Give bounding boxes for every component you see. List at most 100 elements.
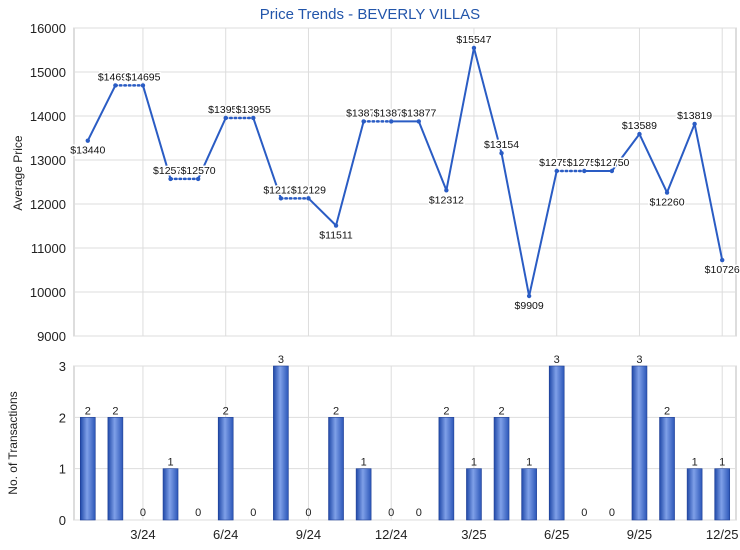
x-tick-label: 12/24 bbox=[375, 527, 408, 542]
price-data-label: $13955 bbox=[236, 104, 271, 116]
transaction-count-label: 3 bbox=[278, 354, 284, 366]
transactions-y-tick-label: 2 bbox=[59, 410, 66, 425]
price-data-label: $14695 bbox=[98, 71, 133, 83]
transactions-y-tick-label: 1 bbox=[59, 462, 66, 477]
price-data-label: $12312 bbox=[429, 194, 464, 206]
transaction-bar bbox=[79, 417, 96, 521]
transaction-count-label: 2 bbox=[498, 405, 504, 417]
price-data-label: $10726 bbox=[705, 264, 740, 276]
price-y-tick-label: 12000 bbox=[30, 197, 66, 212]
transaction-count-label: 0 bbox=[388, 507, 394, 519]
transaction-bar bbox=[273, 365, 289, 521]
price-point bbox=[140, 83, 146, 88]
transaction-count-label: 3 bbox=[554, 354, 560, 366]
price-data-label: $12750 bbox=[539, 157, 574, 169]
price-line-segment bbox=[335, 120, 365, 227]
price-point bbox=[554, 168, 559, 174]
price-line-segment bbox=[141, 84, 172, 180]
price-data-label: $12750 bbox=[567, 157, 602, 169]
transaction-count-label: 1 bbox=[361, 457, 367, 469]
price-data-label: $15547 bbox=[456, 34, 491, 46]
price-data-label: $9909 bbox=[515, 300, 544, 312]
x-tick-label: 12/25 bbox=[706, 527, 739, 542]
transaction-bar bbox=[631, 365, 648, 521]
transaction-bar bbox=[466, 468, 482, 521]
price-y-tick-label: 15000 bbox=[30, 65, 66, 80]
transaction-count-label: 2 bbox=[443, 405, 449, 417]
transaction-count-label: 2 bbox=[664, 405, 670, 417]
x-tick-label: 6/25 bbox=[544, 527, 569, 542]
price-data-label: $12129 bbox=[263, 184, 298, 196]
transaction-count-label: 2 bbox=[333, 405, 339, 417]
transaction-count-label: 0 bbox=[609, 507, 615, 519]
price-data-label: $13955 bbox=[208, 104, 243, 116]
price-data-label: $12570 bbox=[153, 165, 188, 177]
price-data-label: $13440 bbox=[70, 145, 105, 157]
transaction-bar bbox=[107, 417, 124, 521]
x-tick-label: 6/24 bbox=[213, 527, 238, 542]
price-point bbox=[223, 115, 228, 121]
price-y-tick-label: 16000 bbox=[30, 21, 66, 36]
transaction-count-label: 1 bbox=[719, 457, 725, 469]
price-point bbox=[85, 138, 90, 143]
price-point bbox=[692, 121, 697, 127]
transaction-count-label: 0 bbox=[140, 507, 146, 519]
price-point bbox=[195, 176, 201, 182]
price-point bbox=[582, 168, 587, 174]
price-data-label: $12570 bbox=[181, 165, 216, 177]
price-data-label: $13819 bbox=[677, 110, 712, 122]
price-data-label: $14695 bbox=[125, 71, 160, 83]
price-line-segment bbox=[528, 170, 558, 298]
price-y-tick-label: 10000 bbox=[30, 285, 66, 300]
transaction-count-label: 0 bbox=[195, 507, 201, 519]
x-tick-label: 3/25 bbox=[461, 527, 486, 542]
price-line-segment bbox=[252, 116, 282, 200]
price-line-segment bbox=[86, 84, 117, 142]
price-data-label: $12750 bbox=[594, 157, 629, 169]
transaction-count-label: 1 bbox=[167, 457, 173, 469]
price-data-label: $13877 bbox=[401, 107, 436, 119]
price-point bbox=[306, 196, 311, 201]
transaction-bar bbox=[355, 468, 372, 521]
transaction-bar bbox=[521, 468, 537, 521]
transaction-count-label: 1 bbox=[526, 457, 532, 469]
price-point bbox=[526, 293, 532, 299]
price-y-tick-label: 13000 bbox=[30, 153, 66, 168]
price-point bbox=[416, 119, 421, 124]
transaction-count-label: 1 bbox=[692, 457, 698, 469]
transaction-bar bbox=[493, 417, 510, 521]
price-point bbox=[113, 83, 118, 88]
transaction-bar bbox=[162, 468, 179, 521]
price-line-segment bbox=[197, 116, 227, 180]
transaction-bar bbox=[659, 417, 675, 521]
price-line-segment bbox=[307, 197, 338, 227]
price-data-label: $13589 bbox=[622, 120, 657, 132]
price-point bbox=[637, 131, 642, 137]
price-data-label: $13877 bbox=[346, 107, 381, 119]
chart-title: Price Trends - BEVERLY VILLAS bbox=[259, 6, 481, 23]
price-point bbox=[168, 176, 173, 182]
price-point bbox=[720, 257, 725, 263]
x-tick-label: 9/25 bbox=[627, 527, 652, 542]
price-point bbox=[251, 115, 256, 121]
price-line-segment bbox=[445, 46, 475, 192]
transaction-count-label: 0 bbox=[250, 507, 256, 519]
price-data-label: $13154 bbox=[484, 139, 519, 151]
price-data-label: $12129 bbox=[291, 184, 326, 196]
price-point bbox=[333, 223, 339, 228]
price-point bbox=[664, 190, 670, 195]
price-point bbox=[444, 188, 449, 193]
transactions-y-tick-label: 3 bbox=[59, 359, 66, 374]
transaction-count-label: 0 bbox=[581, 507, 587, 519]
transaction-count-label: 2 bbox=[223, 405, 229, 417]
price-line-segment bbox=[610, 133, 641, 172]
transaction-count-label: 0 bbox=[305, 507, 311, 519]
transactions-y-tick-label: 0 bbox=[59, 513, 66, 528]
price-y-tick-label: 11000 bbox=[31, 241, 66, 256]
price-data-label: $12260 bbox=[650, 197, 685, 209]
price-data-label: $13877 bbox=[374, 107, 409, 119]
price-point bbox=[499, 151, 504, 156]
transaction-count-label: 2 bbox=[112, 405, 118, 417]
